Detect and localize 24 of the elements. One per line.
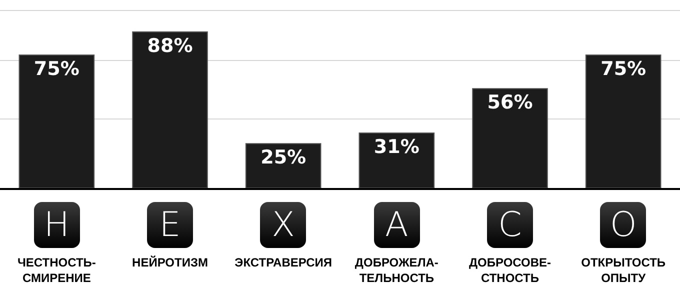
bar bbox=[132, 31, 208, 188]
letter-tile: A bbox=[374, 202, 420, 248]
bar bbox=[18, 54, 95, 188]
bar bbox=[472, 88, 548, 188]
x-tick-label: ОТКРЫТОСТЬ ОПЫТУ bbox=[581, 255, 666, 285]
letter-tile: H bbox=[34, 202, 80, 248]
data-label: 75% bbox=[600, 58, 646, 80]
bar bbox=[245, 143, 322, 188]
data-label: 25% bbox=[260, 146, 306, 169]
data-label: 88% bbox=[147, 34, 193, 57]
x-tick-label: ДОБРОЖЕЛА- ТЕЛЬНОСТЬ bbox=[354, 255, 438, 285]
letter-tile: C bbox=[487, 202, 533, 248]
x-tick-label: ЧЕСТНОСТЬ- СМИРЕНИЕ bbox=[17, 255, 96, 285]
letter-tile: O bbox=[600, 202, 646, 248]
x-tick-label: НЕЙРОТИЗМ bbox=[132, 255, 208, 270]
bar bbox=[585, 54, 662, 188]
letter-tile: X bbox=[260, 202, 306, 248]
x-tick-label: ЭКСТРАВЕРСИЯ bbox=[234, 255, 332, 270]
data-label: 75% bbox=[34, 58, 80, 80]
letter-tile: E bbox=[147, 202, 193, 248]
data-label: 56% bbox=[487, 92, 533, 114]
x-tick-label: ДОБРОСОВЕ- СТНОСТЬ bbox=[468, 255, 552, 285]
data-label: 31% bbox=[374, 136, 420, 158]
bar bbox=[358, 132, 435, 188]
